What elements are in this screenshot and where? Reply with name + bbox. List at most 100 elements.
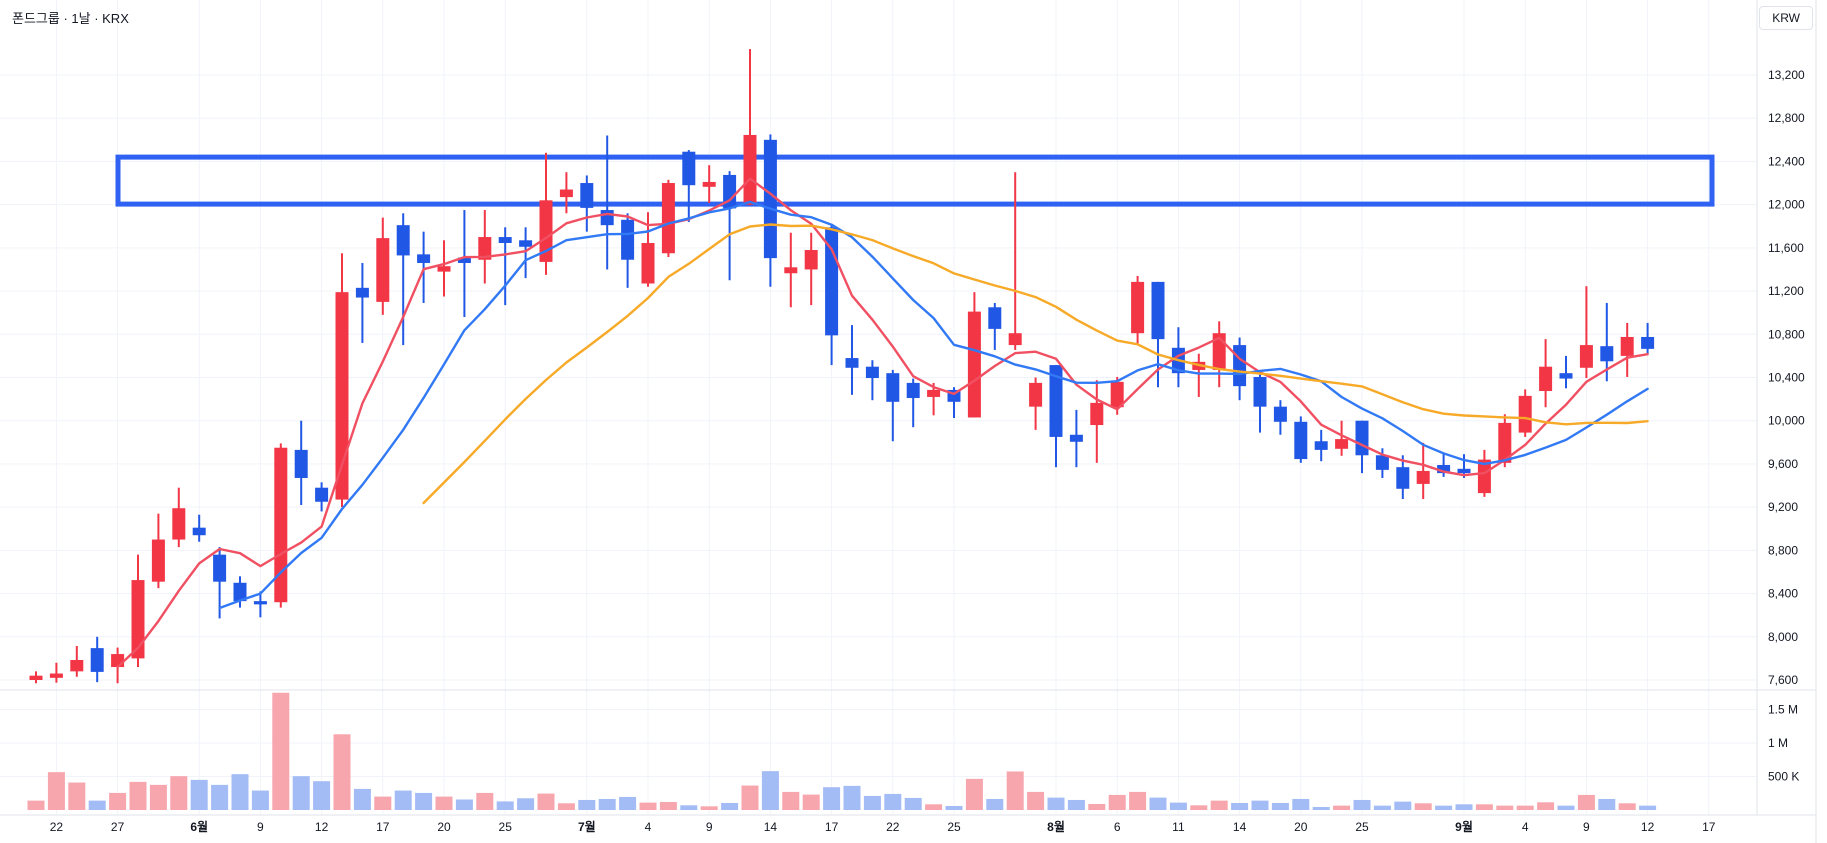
candle-body <box>763 139 777 259</box>
volume-bar <box>823 787 841 810</box>
volume-bar <box>272 692 290 810</box>
time-tick-label: 25 <box>499 820 513 834</box>
volume-bar <box>986 798 1004 810</box>
candle-wick <box>912 378 915 428</box>
candle-body <box>784 267 798 274</box>
volume-bar <box>557 803 575 810</box>
ma-lines <box>116 177 1649 669</box>
volume-bar <box>1149 797 1167 810</box>
candle-wick <box>891 369 894 442</box>
currency-unit-button[interactable]: KRW <box>1759 6 1813 30</box>
volume-bar <box>1292 798 1310 810</box>
candle-body <box>29 675 43 680</box>
volume-tick-label: 500 K <box>1768 770 1799 784</box>
time-axis[interactable]: 22 27 6월 9 12 17 20 25 7월 4 9 14 17 22 25 8월 6 11 14 20 25 9월… <box>50 819 1716 834</box>
candle-body <box>967 311 981 418</box>
price-tick-label: 10,000 <box>1768 414 1805 428</box>
time-tick-label: 11 <box>1172 820 1185 834</box>
volume-bar <box>925 804 943 810</box>
volume-bar <box>435 796 453 810</box>
volume-bar <box>1047 797 1065 810</box>
price-tick-label: 9,200 <box>1768 500 1798 514</box>
time-tick-label: 12 <box>1641 820 1655 834</box>
time-tick-label: 22 <box>50 820 64 834</box>
candle-body <box>1355 420 1369 456</box>
candle-body <box>396 225 410 256</box>
candle-body <box>253 601 267 605</box>
candle-wick <box>1585 286 1588 379</box>
candle-body <box>1335 439 1349 449</box>
price-axis[interactable]: 13,200 12,800 12,400 12,000 11,600 11,200 10,8… <box>1768 68 1805 687</box>
time-tick-label: 9월 <box>1455 819 1473 834</box>
candle-body <box>723 174 737 209</box>
candle-wick <box>1605 302 1608 382</box>
candle-body <box>1620 336 1634 356</box>
volume-bar <box>251 790 269 810</box>
candle-body <box>111 654 125 668</box>
candle-body <box>1110 381 1124 408</box>
volume-bar <box>1108 794 1126 810</box>
candle-wick <box>218 547 221 619</box>
candle-wick <box>524 227 527 279</box>
rectangle-annotation[interactable] <box>115 154 1715 207</box>
volume-bar <box>476 792 494 810</box>
time-tick-label: 9 <box>257 820 264 834</box>
candle-body <box>131 580 145 659</box>
candle-body <box>90 648 104 672</box>
volume-bar <box>1414 803 1432 810</box>
volume-bar <box>109 792 127 810</box>
volume-bar <box>292 776 310 810</box>
candle-body <box>682 151 696 186</box>
candle-body <box>70 660 84 672</box>
volume-bar <box>129 781 147 810</box>
volume-bar <box>700 806 718 810</box>
time-tick-label: 14 <box>1233 820 1247 834</box>
candle-body <box>233 582 247 602</box>
volume-bar <box>1210 800 1228 810</box>
price-tick-label: 7,600 <box>1768 673 1798 687</box>
volume-bar <box>1027 791 1045 810</box>
candle-body <box>886 373 900 402</box>
candle-body <box>192 527 206 536</box>
volume-bar <box>1129 791 1147 810</box>
volume-bar <box>1598 798 1616 810</box>
volume-bar <box>353 788 371 810</box>
candle-wick <box>606 135 609 270</box>
volume-axis[interactable]: 1.5 M 1 M 500 K <box>1768 703 1799 784</box>
candle-body <box>1294 421 1308 460</box>
candle-body <box>539 200 553 262</box>
candle-body <box>355 287 369 298</box>
time-tick-label: 7월 <box>578 819 596 834</box>
volume-bar <box>211 784 229 810</box>
candle-body <box>1151 281 1165 340</box>
candle-body <box>294 449 308 478</box>
volume-bar <box>537 793 555 810</box>
volume-bar <box>884 793 902 810</box>
price-tick-label: 11,600 <box>1768 241 1804 255</box>
volume-bar <box>1231 802 1249 810</box>
volume-bar <box>1537 802 1555 810</box>
volume-bar <box>904 797 922 810</box>
ma20-line <box>422 223 1649 505</box>
volume-bar <box>782 791 800 810</box>
volume-bar <box>945 805 963 810</box>
candle-body <box>457 257 471 263</box>
volume-bar <box>47 772 65 810</box>
volume-bar <box>1251 800 1269 810</box>
gridlines <box>0 0 1757 815</box>
volume-bar <box>1618 803 1636 810</box>
candle-body <box>274 447 288 603</box>
candle-wick <box>422 231 425 303</box>
candle-body <box>743 134 757 205</box>
time-tick-label: 25 <box>1355 820 1369 834</box>
price-tick-label: 8,800 <box>1768 543 1798 557</box>
volume-bar <box>1169 802 1187 810</box>
price-tick-label: 8,000 <box>1768 630 1798 644</box>
candle-body <box>661 183 675 254</box>
volume-bar <box>415 792 433 810</box>
volume-bar <box>578 799 596 810</box>
time-tick-label: 9 <box>1583 820 1590 834</box>
